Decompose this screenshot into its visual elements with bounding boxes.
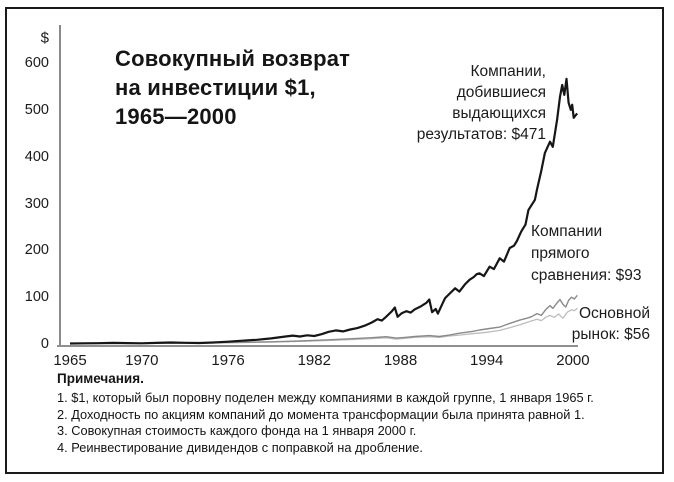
chart-title: Совокупный возврат на инвестиции $1, 196… [115, 46, 351, 129]
series-line-0 [69, 77, 579, 345]
note-item-2: 2. Доходность по акциям компаний до моме… [57, 406, 585, 422]
x-tick-label-1970: 1970 [125, 352, 159, 369]
note-item-4: 4. Реинвестирование дивидендов с поправк… [57, 440, 423, 456]
x-tick-label-1976: 1976 [211, 352, 245, 369]
annotation-comparison-companies: Компании прямого сравнения: $93 [531, 223, 642, 284]
note-item-1: 1. $1, который был поровну поделен между… [57, 389, 594, 405]
x-tick-label-1965: 1965 [53, 352, 87, 369]
y-tick-label-600: 600 [24, 55, 49, 72]
figure-border [5, 7, 664, 474]
annotation-general-market: Основной рынок: $56 [571, 305, 650, 343]
x-tick-label-1994: 1994 [470, 352, 504, 369]
x-tick-label-1988: 1988 [383, 352, 418, 369]
notes-heading: Примечания. [57, 371, 144, 386]
x-tick-label-2000: 2000 [556, 352, 590, 369]
note-item-3: 3. Совокупная стоимость каждого фонда на… [57, 423, 417, 439]
y-tick-label-300: 300 [24, 195, 49, 212]
notes-block: Примечания. 1. $1, который был поровну п… [57, 371, 617, 457]
x-tick-label-1982: 1982 [297, 352, 331, 369]
y-tick-label-500: 500 [24, 101, 49, 118]
series-line-1 [69, 294, 578, 345]
y-axis-unit-label: $ [40, 29, 49, 47]
y-tick-label-100: 100 [24, 289, 49, 306]
annotation-great-companies: Компании, добившиеся выдающихся результа… [416, 63, 546, 143]
y-tick-label-0: 0 [40, 336, 49, 352]
y-tick-label-400: 400 [24, 148, 49, 165]
y-tick-label-200: 200 [24, 242, 49, 259]
